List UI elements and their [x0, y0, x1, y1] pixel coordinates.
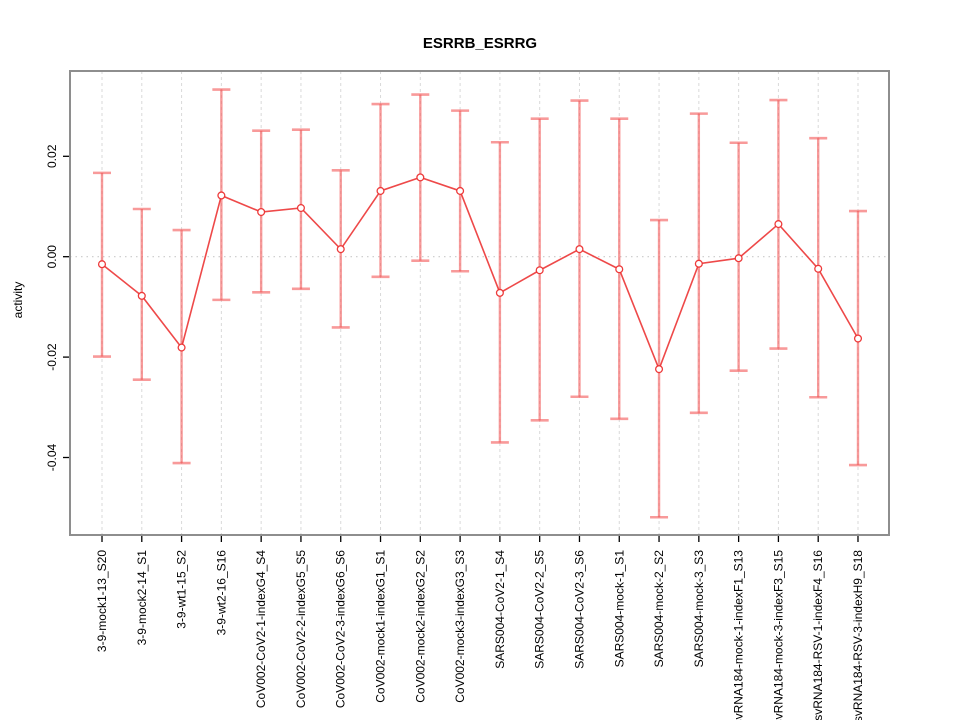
data-point [336, 245, 345, 254]
data-point [416, 173, 425, 182]
x-tick-label: svRNA184-mock-3-indexF3_S15 [771, 550, 785, 720]
gridlines-layer [101, 71, 859, 535]
x-tick-label: CoV002-CoV2-1-indexG4_S4 [254, 550, 268, 708]
x-tick-label: svRNA184-RSV-3-indexH9_S18 [851, 550, 865, 720]
data-point [137, 291, 146, 300]
x-tick-label: CoV002-CoV2-3-indexG6_S6 [334, 550, 348, 708]
data-point [814, 264, 823, 273]
y-tick-label: -0.04 [45, 444, 59, 472]
data-point [217, 191, 226, 200]
data-point [97, 260, 107, 269]
x-tick-label: 3-9-wt1-15_S2 [175, 550, 189, 629]
series-line [101, 176, 859, 372]
y-axis-label: activity [11, 282, 25, 319]
x-tick-label: svRNA184-RSV-1-indexF4_S16 [811, 550, 825, 720]
x-tick-label: svRNA184-mock-1-indexF1_S13 [732, 550, 746, 720]
x-tick-label: 3-9-wt2-16_S16 [214, 550, 228, 636]
data-point [257, 207, 266, 217]
x-tick-label: CoV002-mock2-indexG2_S2 [413, 550, 427, 703]
data-point [535, 266, 544, 275]
data-series-layer [97, 173, 863, 374]
data-point [654, 365, 664, 374]
data-point [853, 334, 863, 343]
x-tick-label: 3-9-mock2-14_S1 [135, 550, 149, 646]
data-point [734, 254, 743, 263]
data-point [694, 259, 703, 268]
x-tick-label: SARS004-mock-2_S2 [652, 550, 666, 668]
x-tick-label: SARS004-mock-1_S1 [612, 550, 626, 668]
y-tick-label: 0.02 [45, 144, 59, 168]
tick-labels-layer: 0.02 0.00 -0.02 -0.04 3-9-mock1-13_S20 3-9-mo… [45, 144, 865, 720]
chart-title: ESRRB_ESRRG [423, 35, 537, 52]
data-point [575, 245, 584, 254]
x-tick-label: CoV002-mock1-indexG1_S1 [374, 550, 388, 703]
x-tick-label: SARS004-CoV2-3_S6 [572, 550, 586, 669]
x-tick-label: SARS004-CoV2-2_S5 [533, 550, 547, 669]
data-point [774, 220, 783, 229]
data-point [296, 203, 305, 213]
x-tick-label: SARS004-CoV2-1_S4 [493, 550, 507, 669]
data-point [177, 343, 186, 352]
x-tick-label: CoV002-CoV2-2-indexG5_S5 [294, 550, 308, 708]
y-tick-label: 0.00 [45, 245, 59, 269]
x-tick-label: 3-9-mock1-13_S20 [95, 550, 109, 652]
data-point [495, 288, 504, 297]
axes-layer [63, 71, 889, 542]
error-bars-layer [93, 88, 867, 519]
x-tick-label: SARS004-mock-3_S3 [692, 550, 706, 668]
data-point [615, 265, 624, 274]
data-point [456, 186, 465, 195]
plot-border [69, 70, 890, 536]
data-point [376, 186, 385, 195]
x-tick-label: CoV002-mock3-indexG3_S3 [453, 550, 467, 703]
y-tick-label: -0.02 [45, 343, 59, 371]
